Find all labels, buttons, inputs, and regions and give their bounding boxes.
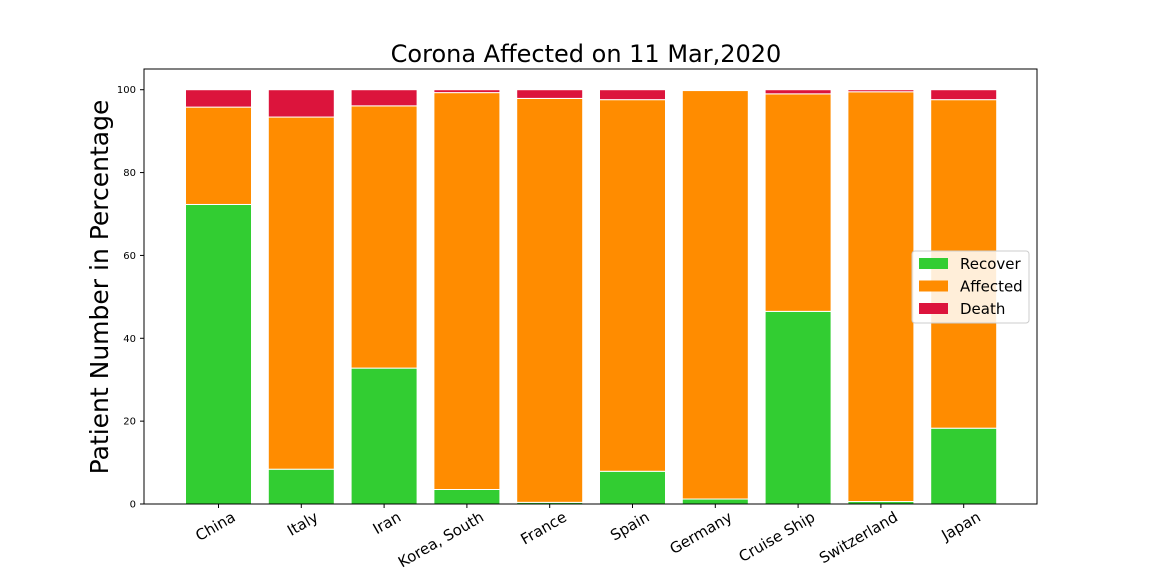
bar-recover-0	[185, 203, 252, 505]
bar-affected-5	[599, 99, 666, 472]
y-tick-label-2: 40	[123, 334, 136, 345]
bar-affected-8	[847, 91, 915, 503]
bar-death-4	[516, 89, 584, 99]
x-tick-label-6: Germany	[667, 508, 736, 558]
bar-recover-3	[433, 489, 501, 505]
bar-recover-5	[599, 470, 666, 505]
x-tick-label-0: China	[192, 508, 238, 545]
chart-title: Corona Affected on 11 Mar,2020	[391, 40, 782, 68]
bar-affected-6	[681, 90, 749, 500]
legend-swatch-death	[919, 303, 948, 314]
y-tick-label-4: 80	[123, 168, 136, 179]
legend: Recover Affected Death	[911, 250, 1030, 324]
plot-frame	[143, 68, 1038, 505]
bar-recover-1	[267, 468, 335, 505]
bar-death-5	[599, 89, 666, 101]
x-tick-label-1: Italy	[284, 508, 321, 540]
bar-death-0	[185, 89, 252, 108]
bar-death-7	[764, 89, 832, 95]
legend-label-affected: Affected	[960, 278, 1023, 296]
x-tick-label-8: Switzerland	[816, 508, 901, 567]
legend-label-recover: Recover	[960, 255, 1022, 273]
bar-affected-7	[764, 93, 832, 312]
bar-recover-2	[350, 367, 418, 505]
bar-death-9	[930, 89, 998, 101]
y-axis-label: Patient Number in Percentage	[85, 100, 114, 475]
y-tick-label-3: 60	[123, 251, 136, 262]
bar-affected-1	[267, 116, 335, 470]
bar-death-2	[350, 89, 418, 107]
bar-affected-4	[516, 97, 584, 503]
x-tick-label-2: Iran	[370, 508, 404, 538]
bar-affected-3	[433, 92, 501, 491]
y-ticks-group: 0 20 40 60 80 100	[117, 85, 144, 511]
y-tick-label-0: 0	[130, 500, 136, 511]
x-tick-label-9: Japan	[938, 508, 984, 545]
bar-recover-6	[681, 498, 749, 505]
bar-death-3	[433, 89, 501, 94]
legend-swatch-recover	[919, 258, 948, 269]
bar-recover-7	[764, 310, 832, 505]
x-tick-label-3: Korea, South	[395, 508, 487, 571]
y-tick-label-1: 20	[123, 417, 136, 428]
x-tick-label-4: France	[517, 508, 569, 549]
legend-label-death: Death	[960, 300, 1005, 318]
x-tick-label-5: Spain	[607, 508, 652, 545]
bar-affected-0	[185, 106, 252, 205]
bar-death-8	[847, 89, 915, 93]
bar-death-1	[267, 89, 335, 118]
bar-recover-9	[930, 427, 998, 505]
y-tick-label-5: 100	[117, 85, 136, 96]
x-tick-label-7: Cruise Ship	[736, 508, 818, 566]
bars-group	[185, 89, 998, 505]
legend-swatch-affected	[919, 280, 948, 292]
bar-affected-2	[350, 105, 418, 369]
bar-death-6	[681, 89, 749, 92]
